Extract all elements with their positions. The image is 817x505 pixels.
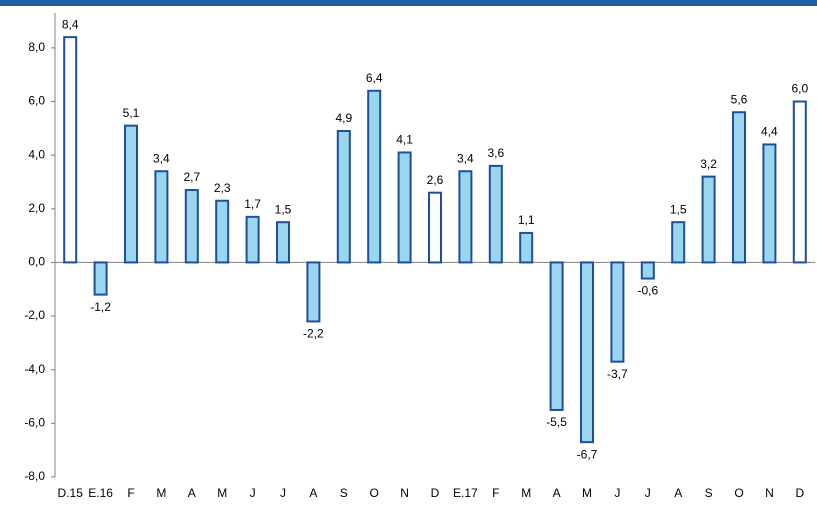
x-tick-label: A [309,486,317,500]
bar [154,170,169,264]
bar [93,261,108,296]
x-tick-label: M [521,486,531,500]
x-tick-label: S [340,486,348,500]
value-label: 3,2 [700,157,717,171]
x-tick-label: D [431,486,440,500]
y-tick-label: -8,0 [24,469,45,483]
value-label: 6,4 [366,71,383,85]
x-tick-label: D [795,486,804,500]
bar [306,261,321,323]
x-tick-label: O [734,486,743,500]
bar [762,143,777,264]
y-tick-label: 0,0 [28,255,45,269]
value-label: 3,6 [487,146,504,160]
bar [336,130,351,264]
bar [63,36,78,264]
value-label: 1,7 [244,197,261,211]
bar [732,111,746,264]
bar [549,261,564,411]
value-label: -3,7 [607,367,628,381]
value-label: 1,5 [275,202,292,216]
y-tick-label: 4,0 [28,147,45,161]
value-label: 1,5 [670,202,687,216]
bar [397,151,412,264]
bar [792,100,807,264]
x-tick-label: O [370,486,379,500]
value-label: 6,0 [791,82,808,96]
y-tick-label: 2,0 [28,201,45,215]
x-tick-label: J [614,486,620,500]
bar [276,221,290,264]
value-label: 8,4 [62,17,79,31]
x-tick-label: A [188,486,196,500]
bar [519,231,534,264]
bar [610,261,625,363]
bar [488,164,503,264]
x-tick-label: D.15 [58,486,84,500]
value-label: -5,5 [546,415,567,429]
value-label: 4,4 [761,125,778,139]
value-label: -0,6 [637,284,658,298]
value-label: 4,9 [335,111,352,125]
bar [124,124,138,264]
y-tick-label: 6,0 [28,94,45,108]
x-tick-label: E.16 [88,486,113,500]
y-tick-label: 8,0 [28,40,45,54]
bar [367,89,382,264]
x-tick-label: M [156,486,166,500]
x-tick-label: F [127,486,134,500]
bar [245,215,260,264]
y-tick-label: -6,0 [24,416,45,430]
value-label: 5,6 [731,92,748,106]
x-tick-label: M [217,486,227,500]
x-tick-label: J [645,486,651,500]
x-tick-label: N [765,486,774,500]
value-label: -6,7 [577,447,598,461]
value-label: 1,1 [518,213,535,227]
bar [428,191,442,264]
value-label: 3,4 [153,151,170,165]
bar [580,261,594,444]
x-tick-label: J [280,486,286,500]
value-label: 2,3 [214,181,231,195]
bar [671,221,686,264]
value-label: 2,7 [183,170,200,184]
x-tick-label: J [250,486,256,500]
y-tick-label: -2,0 [24,308,45,322]
value-label: 4,1 [396,133,413,147]
x-tick-label: N [400,486,409,500]
x-tick-label: F [492,486,499,500]
x-tick-label: A [674,486,682,500]
y-tick-label: -4,0 [24,362,45,376]
bar [215,199,230,264]
bar [640,261,655,280]
x-tick-label: S [705,486,713,500]
value-label: 3,4 [457,151,474,165]
x-tick-label: A [553,486,561,500]
value-label: -1,2 [90,300,111,314]
value-label: 2,6 [427,173,444,187]
top-band [0,0,817,6]
value-label: 5,1 [123,106,140,120]
value-label: -2,2 [303,327,324,341]
bar [458,170,473,264]
x-tick-label: E.17 [453,486,478,500]
bar [701,175,716,264]
bar [184,189,199,264]
x-tick-label: M [582,486,592,500]
